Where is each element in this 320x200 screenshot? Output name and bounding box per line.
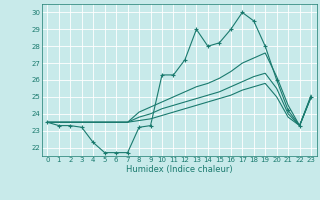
X-axis label: Humidex (Indice chaleur): Humidex (Indice chaleur)	[126, 165, 233, 174]
